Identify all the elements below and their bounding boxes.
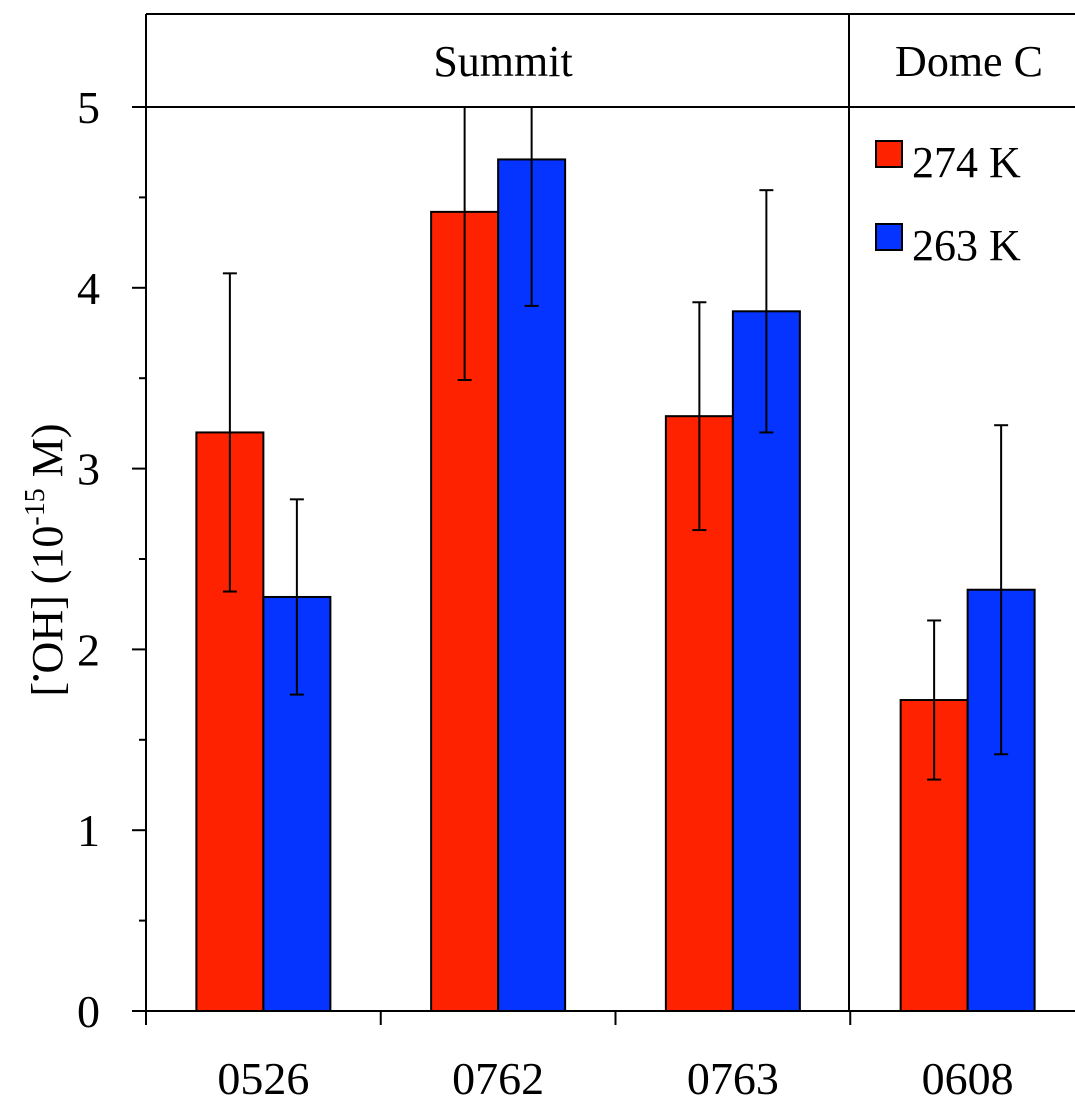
y-tick-label-5: 5 [77,82,100,133]
group-label-summit: Summit [433,37,572,86]
bar-0608-263k [966,588,1036,1013]
y-tick-label-1: 1 [77,805,100,856]
x-tick-label-0763: 0763 [687,1053,779,1104]
x-ticks: 0526 0762 0763 0608 [145,1011,1014,1104]
y-tick-label-0: 0 [77,986,100,1037]
x-tick-label-0608: 0608 [922,1053,1014,1104]
bar-0762-274k [430,210,500,1012]
legend-swatch-274k [875,140,903,168]
y-axis-label-bracket: [ [23,682,72,697]
x-tick-label-0762: 0762 [452,1053,544,1104]
legend-label-274k: 274 K [912,138,1021,187]
y-ticks: 0 1 2 3 4 5 [77,82,146,1037]
y-tick-label-3: 3 [77,444,100,495]
legend-swatch-263k [875,223,903,251]
group-label-dome-c: Dome C [895,37,1043,86]
legend: 274 K 263 K [875,138,1021,270]
x-tick-label-0526: 0526 [217,1053,309,1104]
legend-label-263k: 263 K [912,221,1021,270]
y-axis-label-species: OH] (10 [23,526,72,674]
bars [195,107,1036,1013]
y-axis-label-exponent: -15 [20,488,51,525]
y-axis-label-radical-dot: • [24,673,50,681]
y-axis-label: [•OH] (10-15 M) [20,423,72,696]
y-axis-label-unit: M) [23,423,72,488]
y-tick-label-4: 4 [77,263,100,314]
y-tick-label-2: 2 [77,624,100,675]
